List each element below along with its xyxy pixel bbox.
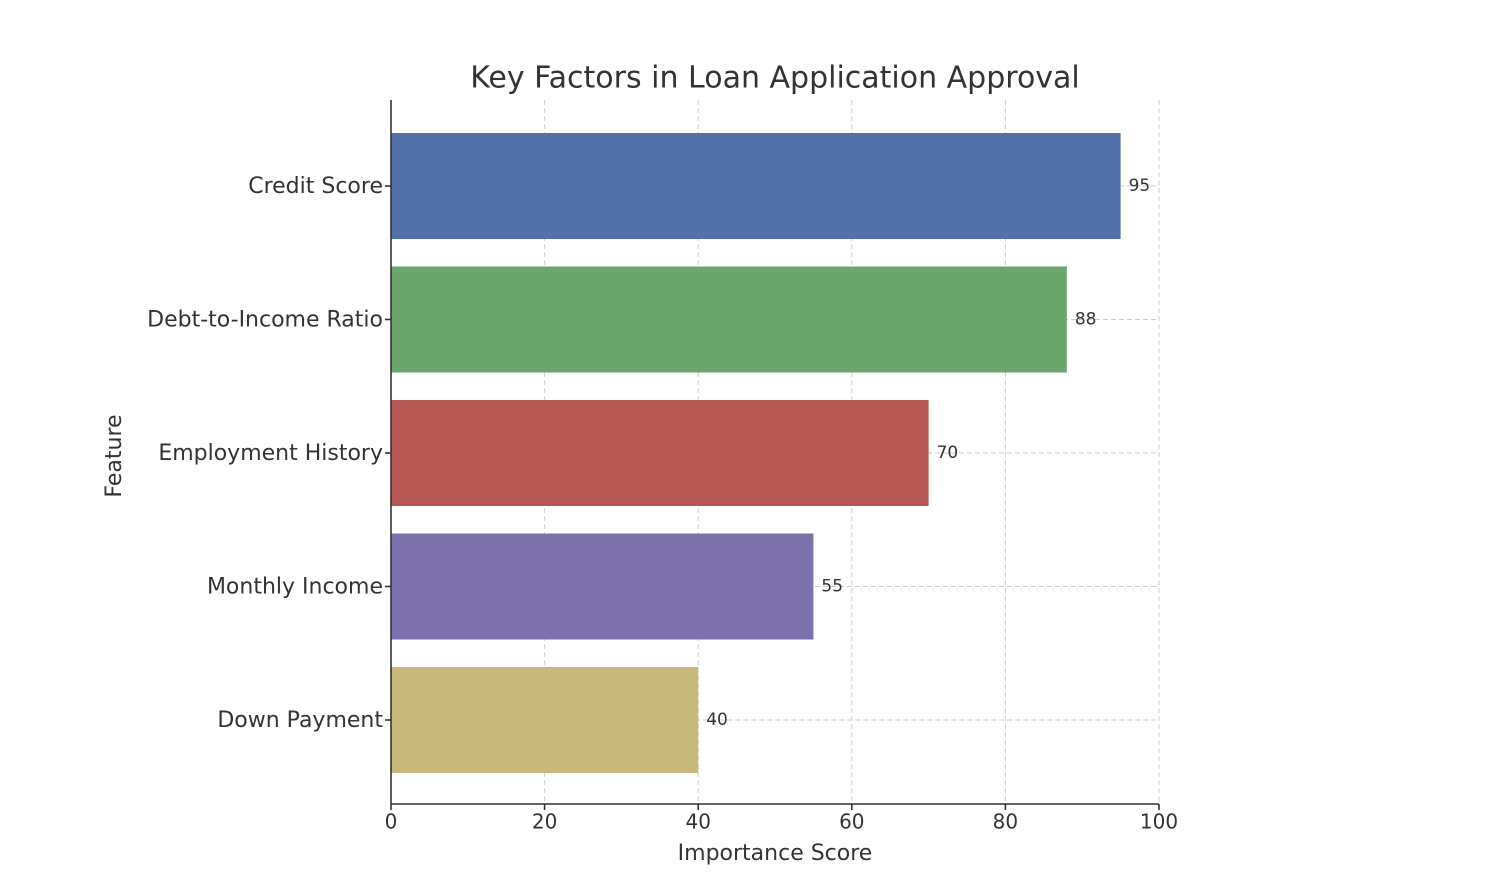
data-label: 70	[937, 443, 959, 463]
chart-title: Key Factors in Loan Application Approval	[470, 61, 1080, 96]
y-tick-label: Down Payment	[217, 708, 383, 733]
x-tick-label: 0	[385, 810, 398, 834]
y-tick-label: Credit Score	[248, 174, 383, 199]
bar	[391, 400, 929, 506]
x-tick-label: 60	[839, 810, 864, 834]
x-tick-label: 20	[532, 810, 557, 834]
y-tick-label: Debt-to-Income Ratio	[147, 308, 383, 333]
y-tick-label: Monthly Income	[207, 575, 383, 600]
y-tick-label: Employment History	[158, 441, 383, 466]
data-label: 88	[1075, 310, 1097, 330]
y-axis-label: Feature	[102, 414, 127, 497]
bar	[391, 133, 1121, 239]
data-label: 95	[1129, 176, 1151, 196]
x-tick-label: 80	[993, 810, 1018, 834]
bar	[391, 667, 699, 773]
x-axis-label: Importance Score	[678, 841, 873, 866]
bar	[391, 266, 1067, 373]
x-tick-label: 40	[685, 810, 710, 834]
data-label: 40	[706, 710, 728, 730]
data-label: 55	[821, 577, 843, 597]
bar	[391, 533, 814, 640]
x-tick-label: 100	[1140, 810, 1178, 834]
